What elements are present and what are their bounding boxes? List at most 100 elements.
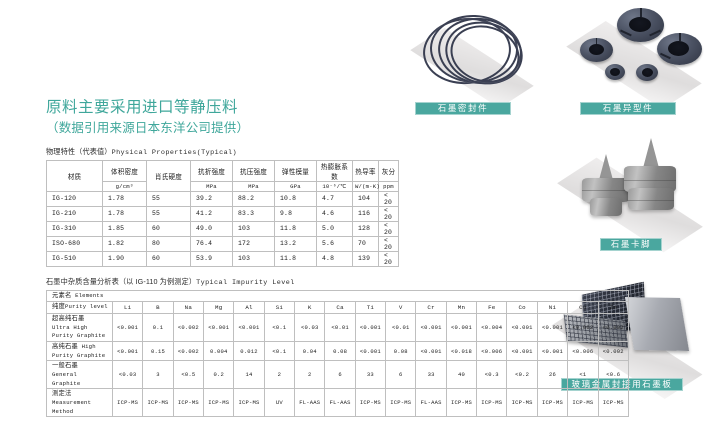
cell-value: <0.006 [567, 340, 599, 362]
chuck-body-right-upper [624, 166, 676, 192]
cell-value: <0.001 [415, 340, 447, 362]
cell-modulus: 13.2 [274, 235, 317, 252]
cell-value: <0.01 [324, 312, 356, 342]
cell-value: <0.3 [476, 360, 508, 390]
cell-value: <0.01 [385, 312, 417, 342]
col-compressive-strength: 抗压强度 [232, 159, 275, 182]
cell-method: ICP-MS [567, 388, 599, 418]
cell-value: <0.002 [597, 312, 630, 342]
cell-value: <0.002 [597, 340, 630, 362]
cell-value: <0.006 [476, 340, 508, 362]
photo-graphite-seal [398, 4, 548, 109]
cell-value: 6 [324, 360, 356, 390]
cell-value: <0.001 [111, 312, 144, 342]
purity-level-header: 纯度Purity level [46, 300, 113, 314]
cell-method: ICP-MS [597, 388, 630, 418]
cell-method: ICP-MS [445, 388, 478, 418]
element-header: Co [506, 300, 538, 314]
unit-thermal-expansion: 10⁻⁶/℃ [316, 180, 353, 192]
cell-conductivity: 70 [352, 235, 379, 252]
cell-material: IG-210 [46, 205, 103, 222]
page-subtitle: （数据引用来源日本东洋公司提供） [46, 120, 250, 135]
cell-value: <0.002 [172, 312, 205, 342]
row-label-cn: 高纯石墨 [52, 342, 78, 350]
cell-value: <0.6 [597, 360, 630, 390]
cell-value: <0.03 [111, 360, 144, 390]
unit-compressive-strength: MPa [232, 180, 275, 192]
row-label-en2: Purity Graphite [52, 351, 106, 359]
cell-value: 2 [263, 360, 296, 390]
row-label-en2: Purity Graphite [52, 332, 106, 340]
spec-content: 原料主要采用进口等静压料 （数据引用来源日本东洋公司提供） 物理特性（代表值）P… [45, 98, 630, 418]
row-label: 高纯石墨 High Purity Graphite [46, 340, 113, 362]
cell-bulk-density: 1.85 [102, 220, 147, 237]
col-flexural-strength: 抗折强度 [190, 159, 233, 182]
plate-plain-right [624, 297, 690, 351]
cell-compressive: 83.3 [232, 205, 275, 222]
table-header-row-units: g/cm³ MPa MPa GPa 10⁻⁶/℃ W/(m·K) ppm [47, 180, 399, 192]
cell-modulus: 9.8 [274, 205, 317, 222]
cell-expansion: 4.6 [316, 205, 353, 222]
cell-value: <0.001 [111, 340, 144, 362]
cell-method: ICP-MS [142, 388, 174, 418]
cell-compressive: 172 [232, 235, 275, 252]
unit-elastic-modulus: GPa [274, 180, 317, 192]
cell-shore-hardness: 60 [146, 250, 191, 267]
cell-flexural: 41.2 [190, 205, 233, 222]
element-header: K [294, 300, 326, 314]
unit-bulk-density: g/cm³ [102, 180, 147, 192]
caption-graphite-chuck: 石墨卡脚 [600, 238, 662, 251]
cell-value: 0.04 [294, 340, 326, 362]
cell-conductivity: 139 [352, 250, 379, 267]
cell-value: <0.1 [263, 340, 296, 362]
cell-method: ICP-MS [172, 388, 205, 418]
cell-value: 0.08 [324, 340, 356, 362]
chuck-body-left-lower [590, 198, 622, 216]
cell-shore-hardness: 55 [146, 190, 191, 207]
table-row-general-graphite: 一般石墨 General Graphite <0.03 3 <0.5 0.2 1… [46, 360, 630, 390]
element-header: Li [111, 300, 144, 314]
element-header: B [142, 300, 174, 314]
cell-flexural: 39.2 [190, 190, 233, 207]
cell-value: 0.2 [203, 360, 235, 390]
cell-shore-hardness: 80 [146, 235, 191, 252]
cell-value: <0.018 [445, 340, 478, 362]
cell-conductivity: 104 [352, 190, 379, 207]
cell-value: 0.15 [142, 340, 174, 362]
cell-value: <0.03 [294, 312, 326, 342]
disc-large-top [617, 8, 664, 42]
row-label-en1: Measurement [52, 399, 92, 407]
cell-method: ICP-MS [385, 388, 417, 418]
element-header: Fe [476, 300, 508, 314]
row-label-en1: Ultra High [52, 323, 88, 331]
table-header-row-names: 材质 体积密度 肖氏硬度 抗折强度 抗压强度 弹性模量 热膨胀系数 热导率 灰分 [46, 159, 399, 192]
cell-value: <0.002 [567, 312, 599, 342]
col-bulk-density: 体积密度 [102, 159, 147, 182]
impurity-table: 元素名 Elements 纯度Purity level Li B Na Mg A… [45, 289, 630, 418]
cell-value: <0.5 [172, 360, 205, 390]
cell-expansion: 4.7 [316, 190, 353, 207]
cell-material: ISO-680 [46, 235, 103, 252]
cell-value: <0.001 [506, 340, 538, 362]
disc-small-left [580, 38, 613, 62]
cell-value: 40 [445, 360, 478, 390]
cell-value: 33 [415, 360, 447, 390]
row-label-en2: Method [52, 407, 74, 415]
row-label-cn: 一般石墨 [52, 362, 78, 370]
row-label: 测定法 Measurement Method [46, 388, 113, 418]
physical-properties-table: 材质 体积密度 肖氏硬度 抗折强度 抗压强度 弹性模量 热膨胀系数 热导率 灰分… [46, 159, 399, 267]
impurity-table-caption: 石墨中杂质含量分析表（以 IG-110 为例测定）Typical Impurit… [46, 277, 398, 287]
cell-value: <0.001 [506, 312, 538, 342]
chuck-cone-right [643, 138, 659, 168]
cell-bulk-density: 1.78 [102, 190, 147, 207]
element-header: Ti [354, 300, 387, 314]
element-header: Si [263, 300, 296, 314]
row-label: 超高纯石墨 Ultra High Purity Graphite [46, 312, 113, 342]
element-header: Ni [536, 300, 569, 314]
disc-tiny-right [636, 64, 658, 81]
cell-modulus: 10.8 [274, 190, 317, 207]
cell-value: <0.1 [263, 312, 296, 342]
cell-modulus: 11.8 [274, 250, 317, 267]
cell-value: <0.001 [203, 312, 235, 342]
cell-method: FL-AAS [294, 388, 326, 418]
